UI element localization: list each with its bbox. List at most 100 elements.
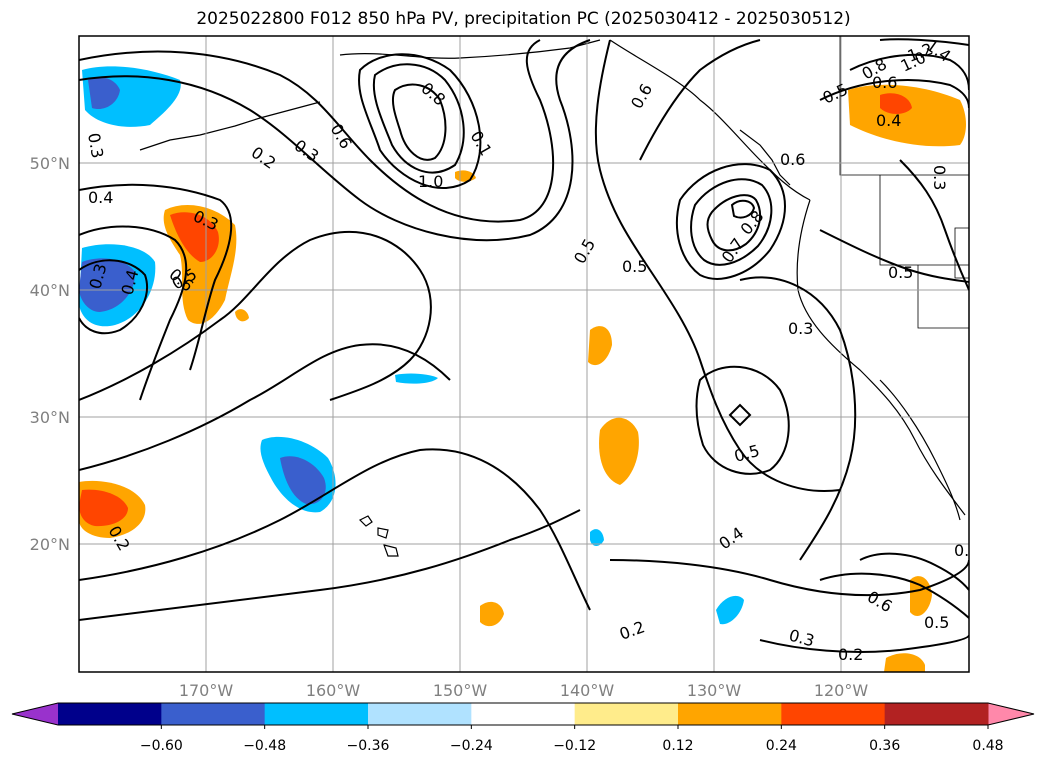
- pv-contour: [372, 63, 465, 174]
- pv-contour: [609, 559, 969, 597]
- coast-aleutians: [139, 101, 321, 151]
- border-lines: [839, 36, 969, 329]
- pos-anomaly-center: [599, 417, 639, 485]
- pos-anomaly-center-2: [588, 326, 612, 366]
- pv-contour: [819, 229, 969, 283]
- pos-anomaly-small-4: [884, 653, 925, 672]
- pv-contour: [639, 39, 761, 161]
- colorbar-outline: [11, 702, 1035, 726]
- colorbar-segment: [471, 703, 576, 725]
- pos-anomaly-sw-core: [79, 489, 128, 527]
- precip-shading: [79, 66, 966, 672]
- pv-contour: [358, 53, 482, 190]
- map-frame: [78, 35, 970, 673]
- lon-label: 140°W: [560, 681, 615, 700]
- coast-na-west: [796, 199, 966, 516]
- contour-label: 0.5: [622, 257, 647, 276]
- pos-anomaly-small-1: [480, 601, 504, 627]
- colorbar-tick-label: 0.36: [869, 738, 900, 754]
- colorbar-segment: [58, 703, 162, 725]
- pv-contour: [79, 39, 555, 223]
- pv-contour: [859, 552, 969, 591]
- pv-contour: [79, 225, 188, 401]
- lon-label: 120°W: [814, 681, 869, 700]
- coast-hawaii: [358, 515, 399, 557]
- contour-label: 0.4: [88, 188, 113, 207]
- colorbar-tick-label: −0.60: [140, 738, 183, 754]
- pv-contour: [728, 403, 752, 427]
- contour-label: 0.3: [84, 131, 107, 159]
- contour-label: 1.0: [418, 172, 443, 191]
- coast-bc-islands: [739, 129, 791, 186]
- pv-contour: [79, 448, 591, 611]
- neg-anomaly-w-core: [79, 258, 136, 312]
- colorbar-segment: [781, 703, 886, 725]
- pv-contour: [899, 159, 969, 291]
- coast-baja: [879, 379, 961, 521]
- pv-contour: [79, 259, 148, 335]
- colorbar-extend-low: [12, 703, 58, 725]
- neg-anomaly-small-2: [716, 595, 744, 625]
- lat-tick-labels: 50°N 40°N 30°N 20°N: [30, 154, 70, 554]
- pv-contour: [79, 509, 581, 621]
- colorbar-extend-high: [988, 703, 1034, 725]
- colorbar-segment: [574, 703, 679, 725]
- pos-anomaly-nw-core: [170, 212, 219, 262]
- lon-label: 150°W: [433, 681, 488, 700]
- contour-label: 0.2: [838, 645, 863, 664]
- pv-contour: [391, 83, 447, 161]
- pv-contour: [730, 199, 756, 219]
- pv-contour: [79, 39, 591, 242]
- pv-contour: [879, 38, 969, 46]
- contour-label: 0.4: [876, 111, 901, 130]
- colorbar-segment: [678, 703, 782, 725]
- colorbar-tick-label: −0.48: [243, 738, 286, 754]
- pv-contour: [706, 194, 762, 252]
- pv-contour: [79, 343, 451, 471]
- map-plot-area: 0.3 0.4 0.6 0.5 0.3 0.4 0.3 0.2 0.6 0.3 …: [79, 36, 969, 672]
- contour-label: 0.6: [872, 73, 897, 92]
- pos-anomaly-small-5: [235, 309, 249, 322]
- graticule: [79, 36, 969, 672]
- colorbar-tick-label: −0.36: [347, 738, 390, 754]
- pv-contour: [819, 79, 969, 109]
- lat-label: 20°N: [30, 535, 70, 554]
- colorbar-segment: [368, 703, 472, 725]
- colorbar-segment: [884, 703, 989, 725]
- lat-label: 30°N: [30, 408, 70, 427]
- colorbar: −0.60 −0.48 −0.36 −0.24 −0.12 0.12 0.24 0.36 0.4…: [11, 702, 1035, 754]
- contour-label: 0.5: [924, 613, 949, 632]
- pos-anomaly-small-3: [910, 576, 932, 616]
- colorbar-tick-label: −0.24: [450, 738, 493, 754]
- pv-contour: [690, 178, 773, 266]
- lon-label: 160°W: [306, 681, 361, 700]
- colorbar-tick-label: 0.12: [662, 738, 693, 754]
- pv-contour: [594, 39, 841, 492]
- contour-label: 0.3: [788, 319, 813, 338]
- pos-anomaly-ne-core: [880, 93, 912, 114]
- pv-contour: [695, 365, 790, 475]
- colorbar-segment: [264, 703, 369, 725]
- neg-anomaly-small-3: [590, 529, 604, 546]
- pv-contour: [79, 231, 432, 401]
- lat-label: 40°N: [30, 281, 70, 300]
- pv-contour: [819, 572, 969, 619]
- neg-anomaly-nw-core: [88, 77, 120, 110]
- pv-contour: [676, 163, 786, 280]
- colorbar-tick-label: 0.48: [972, 738, 1003, 754]
- colorbar-segment: [161, 703, 266, 725]
- borders: [839, 36, 969, 329]
- lon-tick-labels: 170°W 160°W 150°W 140°W 130°W 120°W: [179, 681, 869, 700]
- colorbar-ticks: −0.60 −0.48 −0.36 −0.24 −0.12 0.12 0.24 0.36 0.4…: [140, 725, 1004, 754]
- contour-label: 0.5: [888, 263, 913, 282]
- lon-label: 130°W: [687, 681, 742, 700]
- pv-contour: [849, 53, 969, 91]
- contour-label: 0.3: [930, 165, 949, 190]
- pv-contour: [739, 276, 857, 561]
- colorbar-tick-label: −0.12: [553, 738, 596, 754]
- pos-anomaly-ne: [848, 84, 966, 147]
- contour-label: 0.6: [780, 150, 805, 169]
- neg-anomaly-hawaii-core: [280, 456, 326, 505]
- colorbar-segments: [58, 703, 989, 725]
